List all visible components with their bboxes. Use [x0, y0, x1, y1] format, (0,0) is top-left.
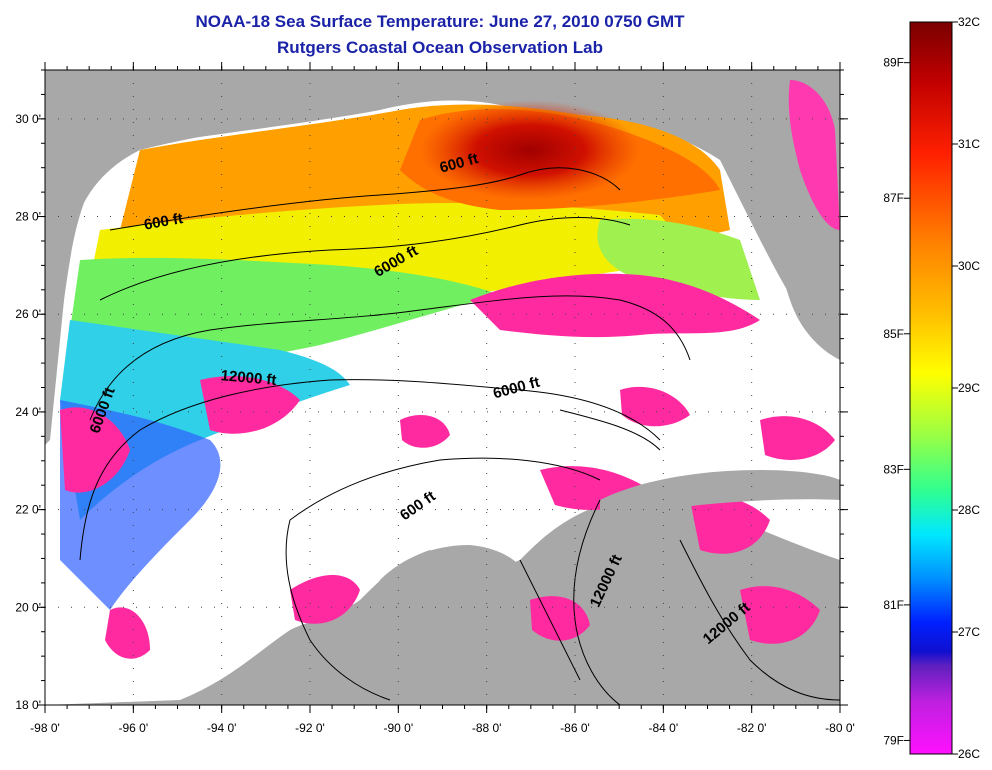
axis-ticks [37, 62, 848, 713]
x-tick-label: -92 0' [295, 721, 325, 735]
yucatan-land [330, 545, 530, 705]
mexico-land [45, 240, 70, 445]
colorbar-c-label: 30C [958, 259, 980, 273]
cuba-land [600, 470, 840, 520]
colorbar-c-label: 26C [958, 747, 980, 761]
y-tick-label: 22 0' [15, 503, 41, 517]
y-tick-label: 28 0' [15, 210, 41, 224]
y-tick-label: 18 0' [15, 698, 41, 712]
colorbar-labels: 32C 31C 30C 29C 28C 27C 26C 89F 87F 85F 83F 81F 79F [883, 15, 980, 761]
x-tick-label: -86 0' [560, 721, 590, 735]
y-tick-label: 20 0' [15, 600, 41, 614]
colorbar-f-label: 83F [883, 462, 904, 476]
sst-hotspot [420, 100, 640, 200]
colorbar-ticks [904, 21, 958, 755]
magenta-patches [60, 273, 835, 659]
x-tick-label: -98 0' [30, 721, 60, 735]
colorbar-f-label: 79F [883, 733, 904, 747]
y-axis-labels: 18 0' 20 0' 22 0' 24 0' 26 0' 28 0' 30 0' [15, 112, 41, 712]
map-subtitle: Rutgers Coastal Ocean Observation Lab [277, 38, 603, 57]
x-axis-labels: -98 0' -96 0' -94 0' -92 0' -90 0' -88 0' -86 … [30, 721, 855, 735]
colorbar-c-label: 31C [958, 137, 980, 151]
contour-label: 600 ft [143, 210, 185, 234]
colorbar-c-label: 27C [958, 625, 980, 639]
y-tick-label: 24 0' [15, 405, 41, 419]
x-tick-label: -88 0' [472, 721, 502, 735]
y-tick-label: 30 0' [15, 112, 41, 126]
x-tick-label: -90 0' [384, 721, 414, 735]
colorbar-f-label: 81F [883, 598, 904, 612]
colorbar-c-label: 28C [958, 503, 980, 517]
map-title: NOAA-18 Sea Surface Temperature: June 27… [195, 12, 685, 31]
bathymetry-contours [79, 167, 840, 705]
y-tick-label: 26 0' [15, 307, 41, 321]
sst-band-green-east [597, 218, 760, 300]
north-coast-land [45, 70, 720, 260]
x-tick-label: -82 0' [737, 721, 767, 735]
colorbar [909, 21, 953, 755]
colorbar-c-label: 29C [958, 381, 980, 395]
colorbar-f-label: 87F [883, 191, 904, 205]
x-tick-label: -94 0' [207, 721, 237, 735]
colorbar-f-label: 89F [883, 56, 904, 70]
x-tick-label: -80 0' [825, 721, 855, 735]
contour-label: 12000 ft [220, 367, 277, 389]
florida-east-water [788, 80, 840, 230]
x-tick-label: -96 0' [119, 721, 149, 735]
x-tick-label: -84 0' [649, 721, 679, 735]
colorbar-c-label: 32C [958, 15, 980, 29]
colorbar-f-label: 85F [883, 327, 904, 341]
